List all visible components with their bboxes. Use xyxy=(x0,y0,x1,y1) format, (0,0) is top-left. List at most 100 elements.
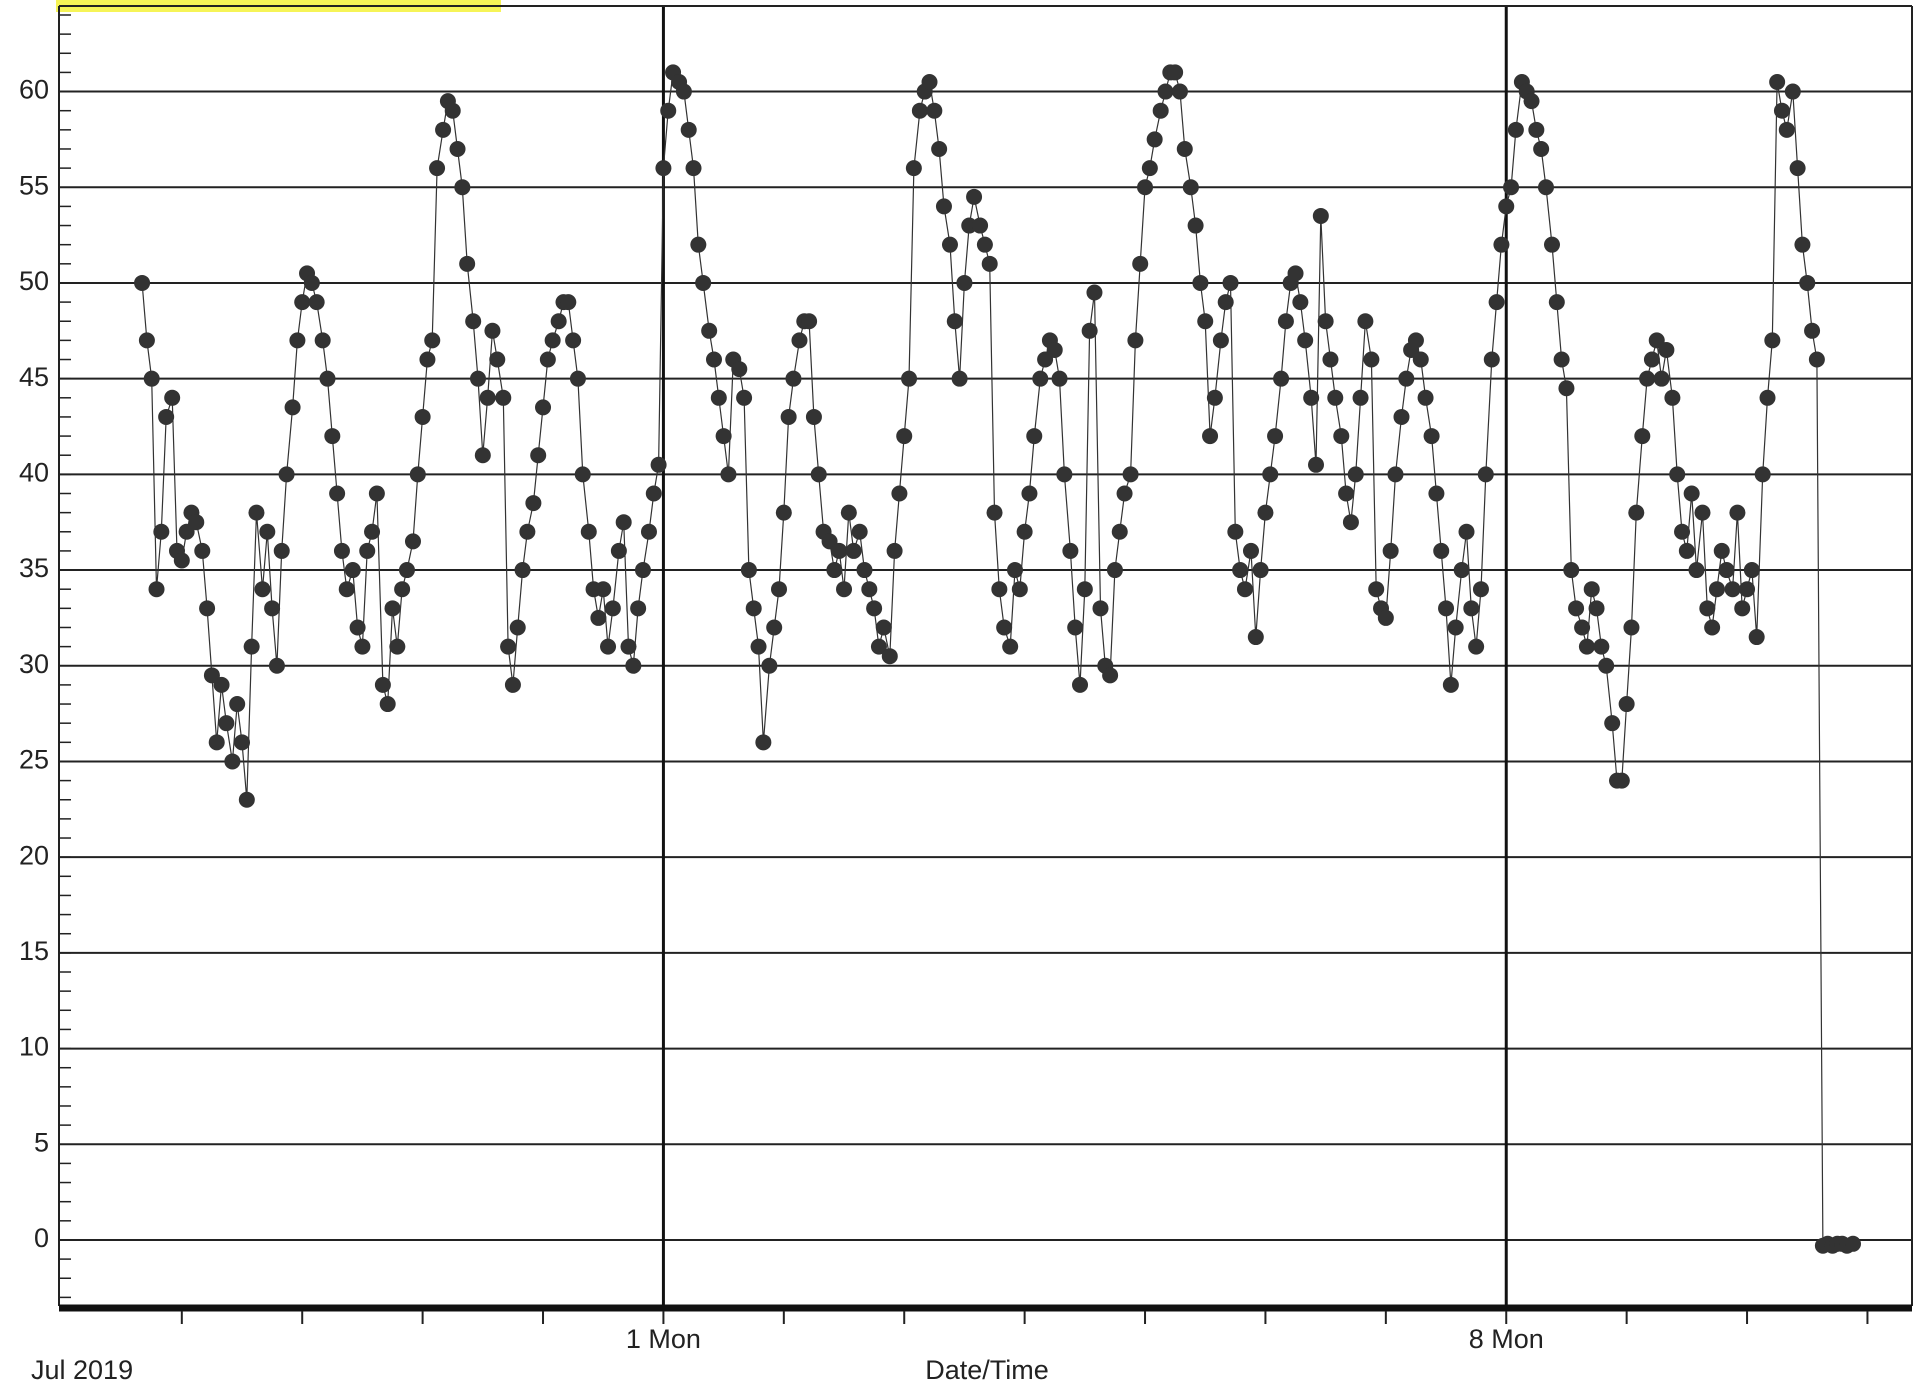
data-point xyxy=(710,389,727,406)
data-point xyxy=(308,294,325,311)
data-point xyxy=(1764,332,1781,349)
data-point xyxy=(1122,466,1139,483)
data-point xyxy=(1442,676,1459,693)
data-point xyxy=(254,581,271,598)
data-point xyxy=(866,600,883,617)
data-point xyxy=(519,523,536,540)
data-point xyxy=(946,313,963,330)
data-point xyxy=(1106,562,1123,579)
data-point xyxy=(886,542,903,559)
data-point xyxy=(1483,351,1500,368)
data-point xyxy=(194,542,211,559)
data-point xyxy=(409,466,426,483)
data-point xyxy=(1604,715,1621,732)
data-point xyxy=(966,188,983,205)
data-point xyxy=(1759,389,1776,406)
data-point xyxy=(234,734,251,751)
data-point xyxy=(976,236,993,253)
data-point xyxy=(1845,1235,1862,1252)
grid xyxy=(59,6,1912,1306)
data-point xyxy=(771,581,788,598)
data-point xyxy=(349,619,366,636)
data-point xyxy=(1116,485,1133,502)
data-point xyxy=(1674,523,1691,540)
data-point xyxy=(1197,313,1214,330)
data-point xyxy=(1653,370,1670,387)
x-tick-label: 8 Mon xyxy=(1469,1324,1544,1354)
data-point xyxy=(921,73,938,90)
x-origin-label: Jul 2019 xyxy=(31,1355,133,1383)
data-point xyxy=(354,638,371,655)
data-point xyxy=(1236,581,1253,598)
data-point xyxy=(459,255,476,272)
data-point xyxy=(1357,313,1374,330)
data-point xyxy=(1688,562,1705,579)
data-point xyxy=(845,542,862,559)
data-point xyxy=(470,370,487,387)
data-point xyxy=(1472,581,1489,598)
data-point xyxy=(1507,121,1524,138)
data-point xyxy=(650,456,667,473)
data-point xyxy=(1072,676,1089,693)
data-point xyxy=(1528,121,1545,138)
data-point xyxy=(1382,542,1399,559)
data-point xyxy=(1574,619,1591,636)
data-point xyxy=(435,121,452,138)
data-point xyxy=(359,542,376,559)
data-point xyxy=(875,619,892,636)
data-point xyxy=(398,562,415,579)
x-tick-label: 1 Mon xyxy=(626,1324,701,1354)
data-point xyxy=(224,753,241,770)
data-point xyxy=(278,466,295,483)
data-point xyxy=(1468,638,1485,655)
data-point xyxy=(338,581,355,598)
data-point xyxy=(695,274,712,291)
y-tick-label: 60 xyxy=(19,75,49,105)
data-point xyxy=(268,657,285,674)
data-point xyxy=(1412,351,1429,368)
data-point xyxy=(1537,179,1554,196)
data-point xyxy=(560,294,577,311)
data-point xyxy=(761,657,778,674)
axes: 0 5 10 15 20 25 30 35 40 45 50 55 60 1 Mon 8 Mon xyxy=(19,5,1913,1354)
data-point xyxy=(1568,600,1585,617)
x-axis-label: Date/Time xyxy=(925,1355,1049,1383)
data-point xyxy=(525,495,542,512)
data-point xyxy=(1132,255,1149,272)
data-point xyxy=(173,552,190,569)
data-point xyxy=(1146,131,1163,148)
data-point xyxy=(259,523,276,540)
y-tick-label: 30 xyxy=(19,649,49,679)
data-point xyxy=(580,523,597,540)
data-point xyxy=(1428,485,1445,502)
data-point xyxy=(1628,504,1645,521)
data-point xyxy=(1176,140,1193,157)
data-point xyxy=(1718,562,1735,579)
data-point xyxy=(1523,93,1540,110)
data-point xyxy=(1242,542,1259,559)
data-point xyxy=(550,313,567,330)
y-tick-label: 10 xyxy=(19,1032,49,1062)
data-point xyxy=(991,581,1008,598)
data-point xyxy=(565,332,582,349)
data-point xyxy=(1694,504,1711,521)
data-point xyxy=(1543,236,1560,253)
data-point xyxy=(158,408,175,425)
data-point xyxy=(896,428,913,445)
y-tick-label: 55 xyxy=(19,170,49,200)
data-point xyxy=(1804,322,1821,339)
data-point xyxy=(248,504,265,521)
data-point xyxy=(766,619,783,636)
data-point xyxy=(504,676,521,693)
data-point xyxy=(595,581,612,598)
data-point xyxy=(1333,428,1350,445)
data-point xyxy=(1578,638,1595,655)
data-point xyxy=(736,389,753,406)
data-point xyxy=(1347,466,1364,483)
data-point xyxy=(1743,562,1760,579)
data-point xyxy=(238,791,255,808)
data-point xyxy=(289,332,306,349)
data-point xyxy=(901,370,918,387)
data-point xyxy=(188,514,205,531)
data-point xyxy=(544,332,561,349)
